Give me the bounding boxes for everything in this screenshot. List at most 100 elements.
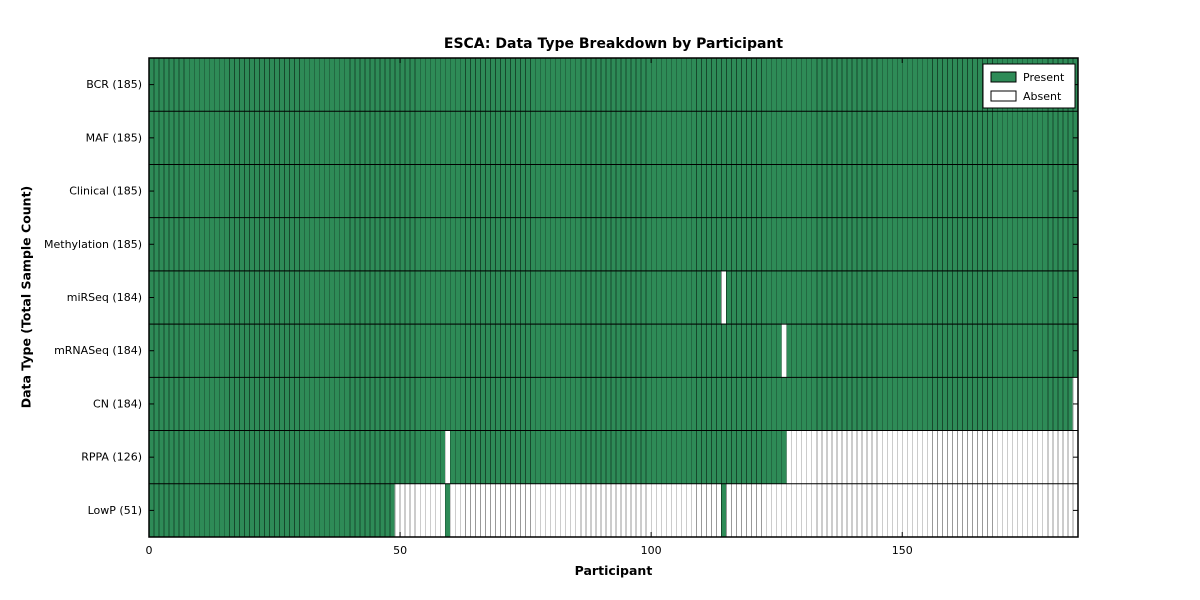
participant-cell	[620, 270, 627, 325]
participant-cell	[233, 57, 240, 112]
participant-cell	[821, 270, 828, 325]
participant-cell	[178, 164, 185, 219]
x-axis-label: Participant	[574, 563, 653, 578]
participant-cell	[329, 430, 336, 485]
participant-cell	[404, 217, 411, 272]
participant-cell	[550, 376, 557, 431]
row-label-BCR: BCR (185)	[86, 78, 142, 91]
participant-cell	[856, 376, 863, 431]
participant-cell	[354, 110, 361, 165]
participant-cell	[972, 270, 978, 325]
participant-cell	[429, 110, 436, 165]
participant-cell	[560, 110, 567, 165]
participant-cell	[595, 483, 602, 538]
participant-cell	[801, 110, 808, 165]
participant-cell	[781, 217, 788, 272]
participant-cell	[319, 164, 326, 219]
participant-cell	[158, 483, 165, 538]
participant-cell	[344, 430, 351, 485]
participant-cell	[1012, 376, 1019, 431]
participant-cell	[379, 376, 386, 431]
participant-cell	[203, 270, 210, 325]
participant-cell	[595, 57, 602, 112]
participant-cell	[831, 217, 838, 272]
participant-cell	[1012, 217, 1019, 272]
participant-cell	[610, 376, 617, 431]
participant-cell	[886, 110, 893, 165]
participant-cell	[153, 110, 160, 165]
participant-cell	[936, 483, 943, 538]
participant-cell	[982, 217, 989, 272]
participant-cell	[289, 217, 296, 272]
participant-cell	[464, 270, 471, 325]
participant-cell	[936, 323, 943, 378]
participant-cell	[936, 164, 943, 219]
participant-cell	[736, 217, 742, 272]
participant-cell	[414, 376, 421, 431]
participant-cell	[244, 430, 250, 485]
participant-cell	[424, 430, 431, 485]
participant-cell	[1017, 270, 1024, 325]
participant-cell	[550, 270, 557, 325]
participant-cell	[264, 323, 270, 378]
participant-cell	[188, 164, 195, 219]
participant-cell	[223, 217, 230, 272]
participant-cell	[630, 483, 637, 538]
participant-cell	[891, 164, 898, 219]
participant-cell	[228, 217, 235, 272]
participant-cell	[826, 217, 833, 272]
participant-cell	[274, 323, 280, 378]
participant-cell	[304, 376, 311, 431]
participant-cell	[1067, 217, 1074, 272]
row-label-mRNASeq: mRNASeq (184)	[54, 344, 142, 357]
participant-cell	[746, 164, 752, 219]
x-tick-label: 0	[146, 544, 153, 557]
participant-cell	[349, 430, 356, 485]
participant-cell	[183, 270, 190, 325]
participant-cell	[314, 430, 321, 485]
participant-cell	[942, 430, 948, 485]
participant-cell	[480, 376, 486, 431]
participant-cell	[600, 430, 607, 485]
participant-cell	[831, 430, 838, 485]
participant-cell	[801, 483, 808, 538]
participant-cell	[610, 270, 617, 325]
row-CN	[148, 376, 1079, 431]
participant-cell	[1037, 217, 1044, 272]
participant-cell	[429, 57, 436, 112]
participant-cell	[299, 376, 306, 431]
participant-cell	[856, 110, 863, 165]
participant-cell	[379, 110, 386, 165]
participant-cell	[1032, 483, 1039, 538]
participant-cell	[238, 483, 245, 538]
participant-cell	[244, 57, 250, 112]
participant-cell	[540, 376, 547, 431]
participant-cell	[741, 164, 747, 219]
participant-cell	[178, 217, 185, 272]
participant-cell	[269, 430, 275, 485]
participant-cell	[153, 217, 160, 272]
participant-cell	[680, 376, 687, 431]
participant-cell	[987, 270, 994, 325]
participant-cell	[921, 430, 928, 485]
participant-cell	[650, 110, 657, 165]
participant-cell	[731, 483, 737, 538]
participant-cell	[861, 430, 868, 485]
participant-cell	[530, 376, 537, 431]
row-MAF	[148, 110, 1079, 165]
participant-cell	[188, 376, 195, 431]
participant-cell	[801, 430, 808, 485]
participant-cell	[756, 483, 763, 538]
participant-cell	[886, 57, 893, 112]
participant-cell	[414, 323, 421, 378]
participant-cell	[319, 270, 326, 325]
participant-cell	[354, 217, 361, 272]
participant-cell	[756, 323, 763, 378]
participant-cell	[931, 270, 938, 325]
participant-cell	[716, 430, 722, 485]
participant-cell	[515, 483, 522, 538]
participant-cell	[439, 57, 446, 112]
participant-cell	[721, 323, 727, 378]
participant-cell	[891, 323, 898, 378]
participant-cell	[650, 376, 657, 431]
